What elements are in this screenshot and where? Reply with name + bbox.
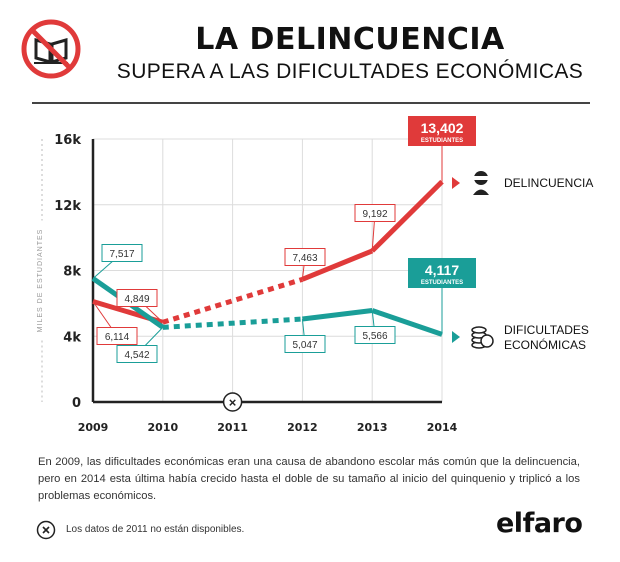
delincuencia-data-label-box — [354, 204, 396, 222]
dificultades-line-segment — [302, 308, 373, 322]
thief-icon — [473, 171, 489, 195]
dificultades-data-label: 4,542 — [124, 350, 149, 361]
chart-series — [91, 179, 444, 337]
x-tick-label: 2013 — [357, 421, 388, 434]
missing-data-x: × — [229, 395, 237, 410]
delincuencia-data-label-box — [284, 248, 326, 266]
x-tick-label: 2011 — [217, 421, 248, 434]
y-tick-label: 4k — [63, 330, 81, 345]
delincuencia-legend-arrow — [452, 177, 460, 189]
dificultades-data-label: 5,047 — [292, 340, 317, 351]
dificultades-legend-label: DIFICULTADES — [504, 323, 589, 337]
delincuencia-line-segment — [162, 276, 304, 325]
delincuencia-data-label: 9,192 — [362, 209, 387, 220]
brand-name: elfaro — [496, 508, 583, 539]
delincuencia-line-segment — [301, 248, 374, 282]
dificultades-legend-arrow — [452, 331, 460, 343]
brand-logo: elfaro — [496, 508, 583, 539]
dificultades-line-segment — [371, 308, 443, 337]
dificultades-data-label-box — [116, 345, 158, 363]
dificultades-data-label-box — [354, 326, 396, 344]
line-chart: × 0 4k 8k 12k 16k MILES DE ESTUDIANTES 2009 201… — [37, 116, 593, 434]
x-tick-label: 2010 — [147, 421, 178, 434]
y-tick-label: 12k — [54, 199, 81, 214]
divider — [32, 102, 590, 104]
delincuencia-end-value: 13,402 — [421, 120, 464, 136]
y-tick-label: 0 — [72, 396, 81, 411]
chart-axes: × — [41, 139, 442, 412]
y-tick-label: 16k — [54, 133, 81, 148]
dificultades-line-segment — [162, 316, 303, 330]
delincuencia-legend-label: DELINCUENCIA — [504, 176, 593, 190]
dificultades-end-badge — [408, 258, 476, 288]
delincuencia-data-label: 6,114 — [105, 332, 130, 343]
coin — [480, 334, 494, 348]
chart-caption: En 2009, las dificultades económicas era… — [38, 456, 580, 502]
delincuencia-end-unit: ESTUDIANTES — [421, 138, 463, 144]
dificultades-data-label-box — [101, 244, 143, 262]
dificultades-end-unit: ESTUDIANTES — [421, 280, 463, 286]
y-tick-label: 8k — [63, 265, 81, 280]
coin — [471, 326, 487, 334]
dificultades-data-label-box — [284, 335, 326, 353]
delincuencia-end-badge — [408, 116, 476, 146]
delincuencia-data-label: 4,849 — [124, 294, 149, 305]
x-tick-label: 2009 — [78, 421, 109, 434]
page-subtitle: SUPERA A LAS DIFICULTADES ECONÓMICAS — [116, 60, 584, 83]
thief-mask — [474, 176, 488, 180]
delincuencia-line-segment — [370, 179, 444, 253]
dificultades-legend-label: ECONÓMICAS — [504, 337, 586, 352]
chart-labels: 0 4k 8k 12k 16k MILES DE ESTUDIANTES 2009 2010 2… — [37, 116, 476, 434]
delincuencia-data-label-box — [96, 327, 138, 345]
thief-body — [473, 189, 489, 195]
y-axis-label: MILES DE ESTUDIANTES — [37, 229, 44, 333]
footnote: Los datos de 2011 no están disponibles. — [66, 524, 245, 535]
x-tick-label: 2014 — [427, 421, 458, 434]
x-circle-icon — [36, 520, 56, 540]
x-tick-label: 2012 — [287, 421, 318, 434]
coins-icon — [471, 326, 494, 349]
dificultades-data-label: 7,517 — [109, 249, 134, 260]
no-books-icon — [21, 19, 81, 79]
delincuencia-data-label: 7,463 — [292, 253, 317, 264]
missing-data-marker — [222, 392, 243, 412]
dificultades-data-label: 5,566 — [362, 331, 387, 342]
delincuencia-data-label-box — [116, 289, 158, 307]
dificultades-end-value: 4,117 — [425, 262, 459, 278]
page-title: LA DELINCUENCIA — [195, 22, 505, 57]
